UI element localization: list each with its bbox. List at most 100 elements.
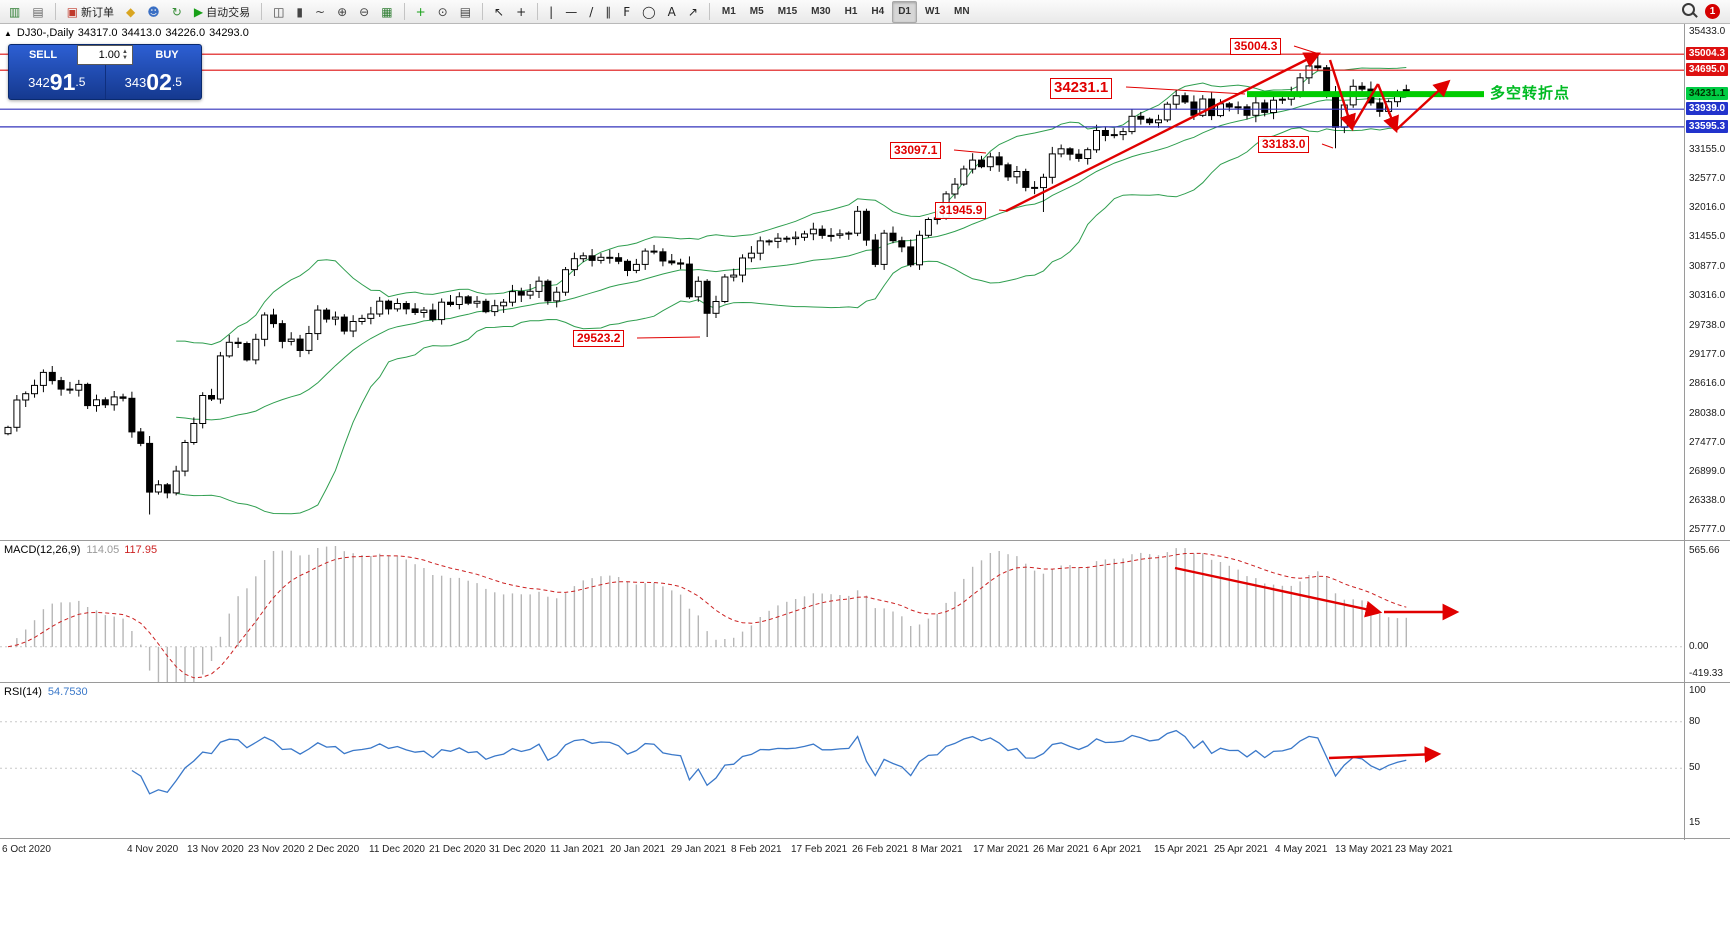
price-callout-label[interactable]: 33183.0 xyxy=(1258,136,1310,153)
objects-list-icon[interactable]: ▤ xyxy=(455,1,476,23)
price-callout-label[interactable]: 31945.9 xyxy=(935,202,987,219)
volume-up-icon[interactable]: ▲ xyxy=(122,49,128,55)
candle-body xyxy=(4,426,12,435)
candle-body xyxy=(323,309,331,320)
candle-body xyxy=(411,308,419,313)
autotrade-button[interactable]: ▶ 自动交易 xyxy=(189,1,255,23)
candle-body xyxy=(270,314,277,325)
indicators-icon[interactable]: + xyxy=(411,1,431,23)
panel-separator[interactable] xyxy=(0,682,1730,683)
market-icon[interactable]: ◆ xyxy=(121,1,140,23)
price-callout-label[interactable]: 35004.3 xyxy=(1230,38,1282,55)
zoom-out-icon[interactable]: ⊖ xyxy=(354,1,374,23)
channel-icon: ∥ xyxy=(605,4,612,19)
chart-window[interactable]: ▲ DJ30-,Daily 34317.0 34413.0 34226.0 34293.0… xyxy=(0,24,1730,942)
candle-body xyxy=(871,239,879,265)
candle-body xyxy=(792,236,800,240)
price-axis-label: 28616.0 xyxy=(1689,378,1726,389)
panel-separator[interactable] xyxy=(0,838,1730,839)
candle-body xyxy=(305,333,313,351)
candle-body xyxy=(473,300,481,304)
candle-body xyxy=(818,228,826,236)
timeframe-m30[interactable]: M30 xyxy=(811,6,831,17)
candle-body xyxy=(447,301,454,306)
buy-button[interactable]: BUY xyxy=(155,49,179,61)
timeframe-h4[interactable]: H4 xyxy=(871,6,885,17)
price-callout-label[interactable]: 34231.1 xyxy=(1050,78,1113,99)
rsi-panel-plot[interactable] xyxy=(0,683,1684,838)
main-chart-plot[interactable] xyxy=(0,24,1684,540)
shapes-icon[interactable]: ◯ xyxy=(637,1,660,23)
price-axis-label: 30877.0 xyxy=(1689,261,1726,272)
candle-body xyxy=(995,156,1003,166)
timeframe-d1[interactable]: D1 xyxy=(892,0,917,23)
community-icon[interactable]: ☻ xyxy=(142,1,165,23)
candle-body xyxy=(783,237,791,240)
turning-point-label[interactable]: 多空转折点 xyxy=(1490,85,1571,102)
tile-windows-icon[interactable]: ▦ xyxy=(376,1,397,23)
candle-chart-icon: ▮ xyxy=(296,4,304,19)
candle-body xyxy=(393,303,401,310)
vertical-line-icon[interactable]: | xyxy=(544,1,558,23)
timeframe-m5[interactable]: M5 xyxy=(749,6,764,17)
candle-body xyxy=(190,423,198,443)
price-callout-label[interactable]: 29523.2 xyxy=(573,330,625,347)
timeframe-mn[interactable]: MN xyxy=(953,6,970,17)
search-icon[interactable] xyxy=(1682,2,1695,21)
candle-body xyxy=(1217,103,1224,117)
volume-input[interactable] xyxy=(78,49,122,61)
rsi-axis-label: 15 xyxy=(1689,817,1701,828)
candle-chart-icon[interactable]: ▮ xyxy=(291,1,308,23)
new-order-button[interactable]: ▣ 新订单 xyxy=(62,1,119,23)
fibonacci-icon[interactable]: F xyxy=(618,1,635,23)
sell-price[interactable]: 342 91.5 xyxy=(9,65,106,99)
crosshair-icon[interactable]: + xyxy=(511,1,531,23)
notification-badge[interactable]: 1 xyxy=(1705,4,1720,19)
candle-body xyxy=(1349,85,1357,106)
zoom-in-icon[interactable]: ⊕ xyxy=(332,1,352,23)
candle-body xyxy=(1270,99,1277,113)
plugin-icon[interactable]: ↻ xyxy=(167,1,187,23)
line-chart-icon[interactable]: ~ xyxy=(310,1,330,23)
timeframe-h1[interactable]: H1 xyxy=(844,6,858,17)
candle-body xyxy=(1066,148,1074,155)
trendline-icon[interactable]: / xyxy=(584,1,598,23)
buy-price[interactable]: 343 02.5 xyxy=(124,68,182,95)
price-callout-label[interactable]: 33097.1 xyxy=(890,142,942,159)
sell-button[interactable]: SELL xyxy=(28,49,58,61)
candle-body xyxy=(1225,103,1233,108)
candle-body xyxy=(234,341,242,344)
candle-body xyxy=(1332,91,1339,128)
horizontal-line-icon[interactable]: — xyxy=(560,1,582,23)
candle-body xyxy=(880,232,888,265)
channel-icon[interactable]: ∥ xyxy=(600,1,616,23)
toolbar-separator xyxy=(537,3,539,20)
bar-chart-icon[interactable]: ◫ xyxy=(268,1,289,23)
candle-body xyxy=(31,384,38,395)
candle-body xyxy=(163,484,171,494)
candle-body xyxy=(1278,98,1286,101)
chart-list-expander-icon[interactable]: ▲ xyxy=(4,29,12,38)
text-icon[interactable]: A xyxy=(663,1,681,23)
candle-body xyxy=(685,263,693,298)
timeframe-m1[interactable]: M1 xyxy=(721,6,736,17)
date-label: 13 Nov 2020 xyxy=(187,844,244,855)
ohlc-low: 34226.0 xyxy=(165,27,206,39)
candle-body xyxy=(1305,65,1313,79)
candle-body xyxy=(650,250,658,253)
profiles-icon[interactable]: ▤ xyxy=(27,1,48,23)
volume-down-icon[interactable]: ▼ xyxy=(122,55,128,61)
cycles-icon[interactable]: ⊙ xyxy=(433,1,453,23)
candle-body xyxy=(1199,98,1207,116)
arrow-tool-icon[interactable]: ↗ xyxy=(683,1,703,23)
cursor-icon[interactable]: ↖ xyxy=(489,1,509,23)
timeframe-w1[interactable]: W1 xyxy=(924,6,940,17)
indicators-icon: + xyxy=(415,4,426,19)
timeframe-m15[interactable]: M15 xyxy=(777,6,798,17)
new-chart-icon[interactable]: ▥ xyxy=(4,1,25,23)
macd-panel-plot[interactable] xyxy=(0,541,1684,682)
cursor-icon: ↖ xyxy=(494,4,505,19)
panel-separator[interactable] xyxy=(0,540,1730,541)
candle-body xyxy=(1057,148,1065,155)
candle-body xyxy=(1243,106,1251,116)
